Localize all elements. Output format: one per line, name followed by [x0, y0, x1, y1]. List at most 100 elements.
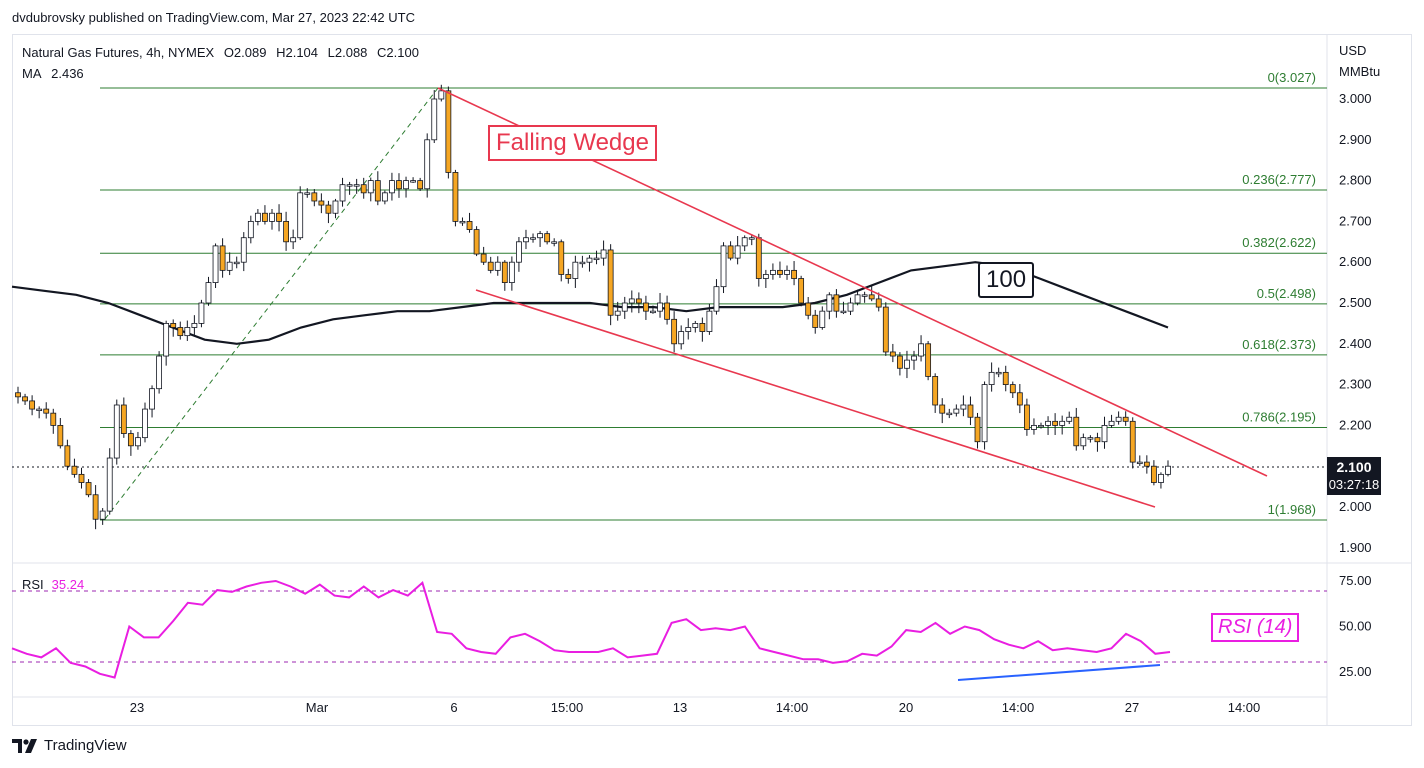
moving-average-line[interactable] — [11, 261, 1169, 345]
candle-up — [1031, 424, 1037, 430]
candle-up — [840, 310, 847, 314]
candle-up — [1165, 465, 1171, 475]
candle-up — [1158, 473, 1164, 483]
rsi-divergence-line[interactable] — [957, 664, 1161, 681]
candle-down — [1150, 465, 1157, 483]
candle-up — [572, 261, 579, 279]
candle-down — [466, 220, 473, 230]
candle-down — [1122, 416, 1129, 422]
symbol-legend[interactable]: Natural Gas Futures, 4h, NYMEX O2.089 H2… — [22, 45, 425, 60]
candle-up — [247, 220, 254, 239]
ohlc-low: L2.088 — [327, 45, 368, 60]
ma-legend-label: MA — [22, 66, 42, 81]
rsi-period-label[interactable]: RSI (14) — [1211, 613, 1300, 642]
publisher-attribution: dvdubrovsky published on TradingView.com… — [12, 10, 415, 25]
candle-up — [332, 200, 339, 214]
time-tick-label: 20 — [899, 700, 913, 715]
candle-down — [15, 392, 21, 398]
price-tick-label: 2.500 — [1339, 295, 1372, 310]
candle-up — [1101, 424, 1108, 443]
candle-down — [777, 269, 783, 275]
axis-unit: MMBtu — [1339, 64, 1380, 79]
candle-down — [22, 396, 28, 402]
candle-up — [431, 98, 438, 141]
falling-wedge-label[interactable]: Falling Wedge — [488, 125, 657, 161]
candle-up — [628, 298, 635, 304]
rsi-axis-ticks: 75.00 50.00 25.00 — [1339, 573, 1372, 679]
impulse-trend-line[interactable] — [104, 87, 439, 520]
candle-up — [191, 322, 198, 328]
candle-up — [36, 408, 43, 411]
candle-down — [1052, 420, 1059, 426]
symbol-name: Natural Gas Futures, 4h, NYMEX — [22, 45, 215, 60]
time-tick-label: Mar — [306, 700, 329, 715]
candle-up — [99, 510, 106, 520]
candle-down — [967, 404, 974, 418]
candle-up — [494, 261, 501, 271]
fib-level-label: 0.618(2.373) — [1242, 337, 1316, 352]
wedge-lower-line[interactable] — [475, 289, 1156, 508]
tradingview-footer[interactable]: TradingView — [12, 737, 127, 754]
price-tick-label: 2.800 — [1339, 173, 1372, 188]
candle-up — [424, 139, 431, 190]
candle-up — [530, 237, 536, 240]
candle-up — [720, 245, 727, 288]
candle-up — [233, 261, 240, 265]
candlestick-series[interactable] — [15, 84, 1171, 530]
candle-up — [410, 180, 416, 183]
candle-up — [459, 220, 466, 224]
candle-down — [445, 90, 452, 173]
candle-down — [92, 494, 99, 520]
chart-frame — [12, 34, 1412, 726]
candle-up — [911, 355, 917, 361]
ohlc-open: O2.089 — [223, 45, 267, 60]
candle-down — [755, 237, 762, 279]
candle-up — [960, 404, 967, 410]
candle-up — [748, 237, 755, 240]
candle-down — [480, 253, 487, 263]
ohlc-high: H2.104 — [276, 45, 319, 60]
candle-down — [262, 212, 268, 222]
rsi-tick-label: 25.00 — [1339, 664, 1372, 679]
rsi-line[interactable] — [11, 579, 1171, 679]
candle-down — [932, 376, 939, 406]
ma-legend[interactable]: MA 2.436 — [22, 66, 90, 81]
candle-down — [1129, 420, 1136, 463]
candle-up — [516, 241, 522, 263]
candle-up — [762, 274, 769, 279]
last-price-badge: 2.100 03:27:18 — [1327, 457, 1381, 495]
candle-up — [904, 359, 910, 369]
ma-period-label[interactable]: 100 — [978, 262, 1035, 298]
bar-countdown: 03:27:18 — [1328, 477, 1380, 492]
candle-up — [826, 294, 833, 312]
candle-up — [304, 192, 311, 195]
fibonacci-retracement[interactable]: 0(3.027) 0.236(2.777) 0.382(2.622) 0.5(2.49… — [100, 70, 1327, 521]
time-tick-label: 14:00 — [776, 700, 809, 715]
candle-down — [283, 220, 289, 243]
fib-level-label: 0.236(2.777) — [1242, 172, 1316, 187]
candle-up — [784, 269, 790, 275]
candle-down — [452, 172, 459, 222]
rsi-legend-value: 35.24 — [51, 577, 85, 592]
candle-down — [868, 294, 875, 300]
candle-up — [537, 233, 543, 239]
candle-up — [861, 294, 868, 297]
fib-level-label: 0.382(2.622) — [1242, 235, 1316, 250]
rsi-legend[interactable]: RSI 35.24 — [22, 577, 84, 592]
candle-up — [1115, 416, 1122, 422]
candle-up — [142, 408, 148, 439]
candle-up — [198, 302, 205, 324]
candle-up — [1066, 416, 1073, 422]
candle-down — [643, 302, 649, 312]
candle-up — [819, 310, 826, 328]
candle-down — [360, 184, 367, 194]
candle-up — [685, 327, 692, 332]
candle-up — [339, 184, 346, 202]
candle-up — [438, 90, 445, 100]
candle-down — [812, 314, 819, 328]
candle-up — [1045, 420, 1051, 426]
candle-up — [678, 331, 685, 345]
candle-down — [1016, 392, 1023, 406]
candle-down — [1143, 461, 1150, 467]
